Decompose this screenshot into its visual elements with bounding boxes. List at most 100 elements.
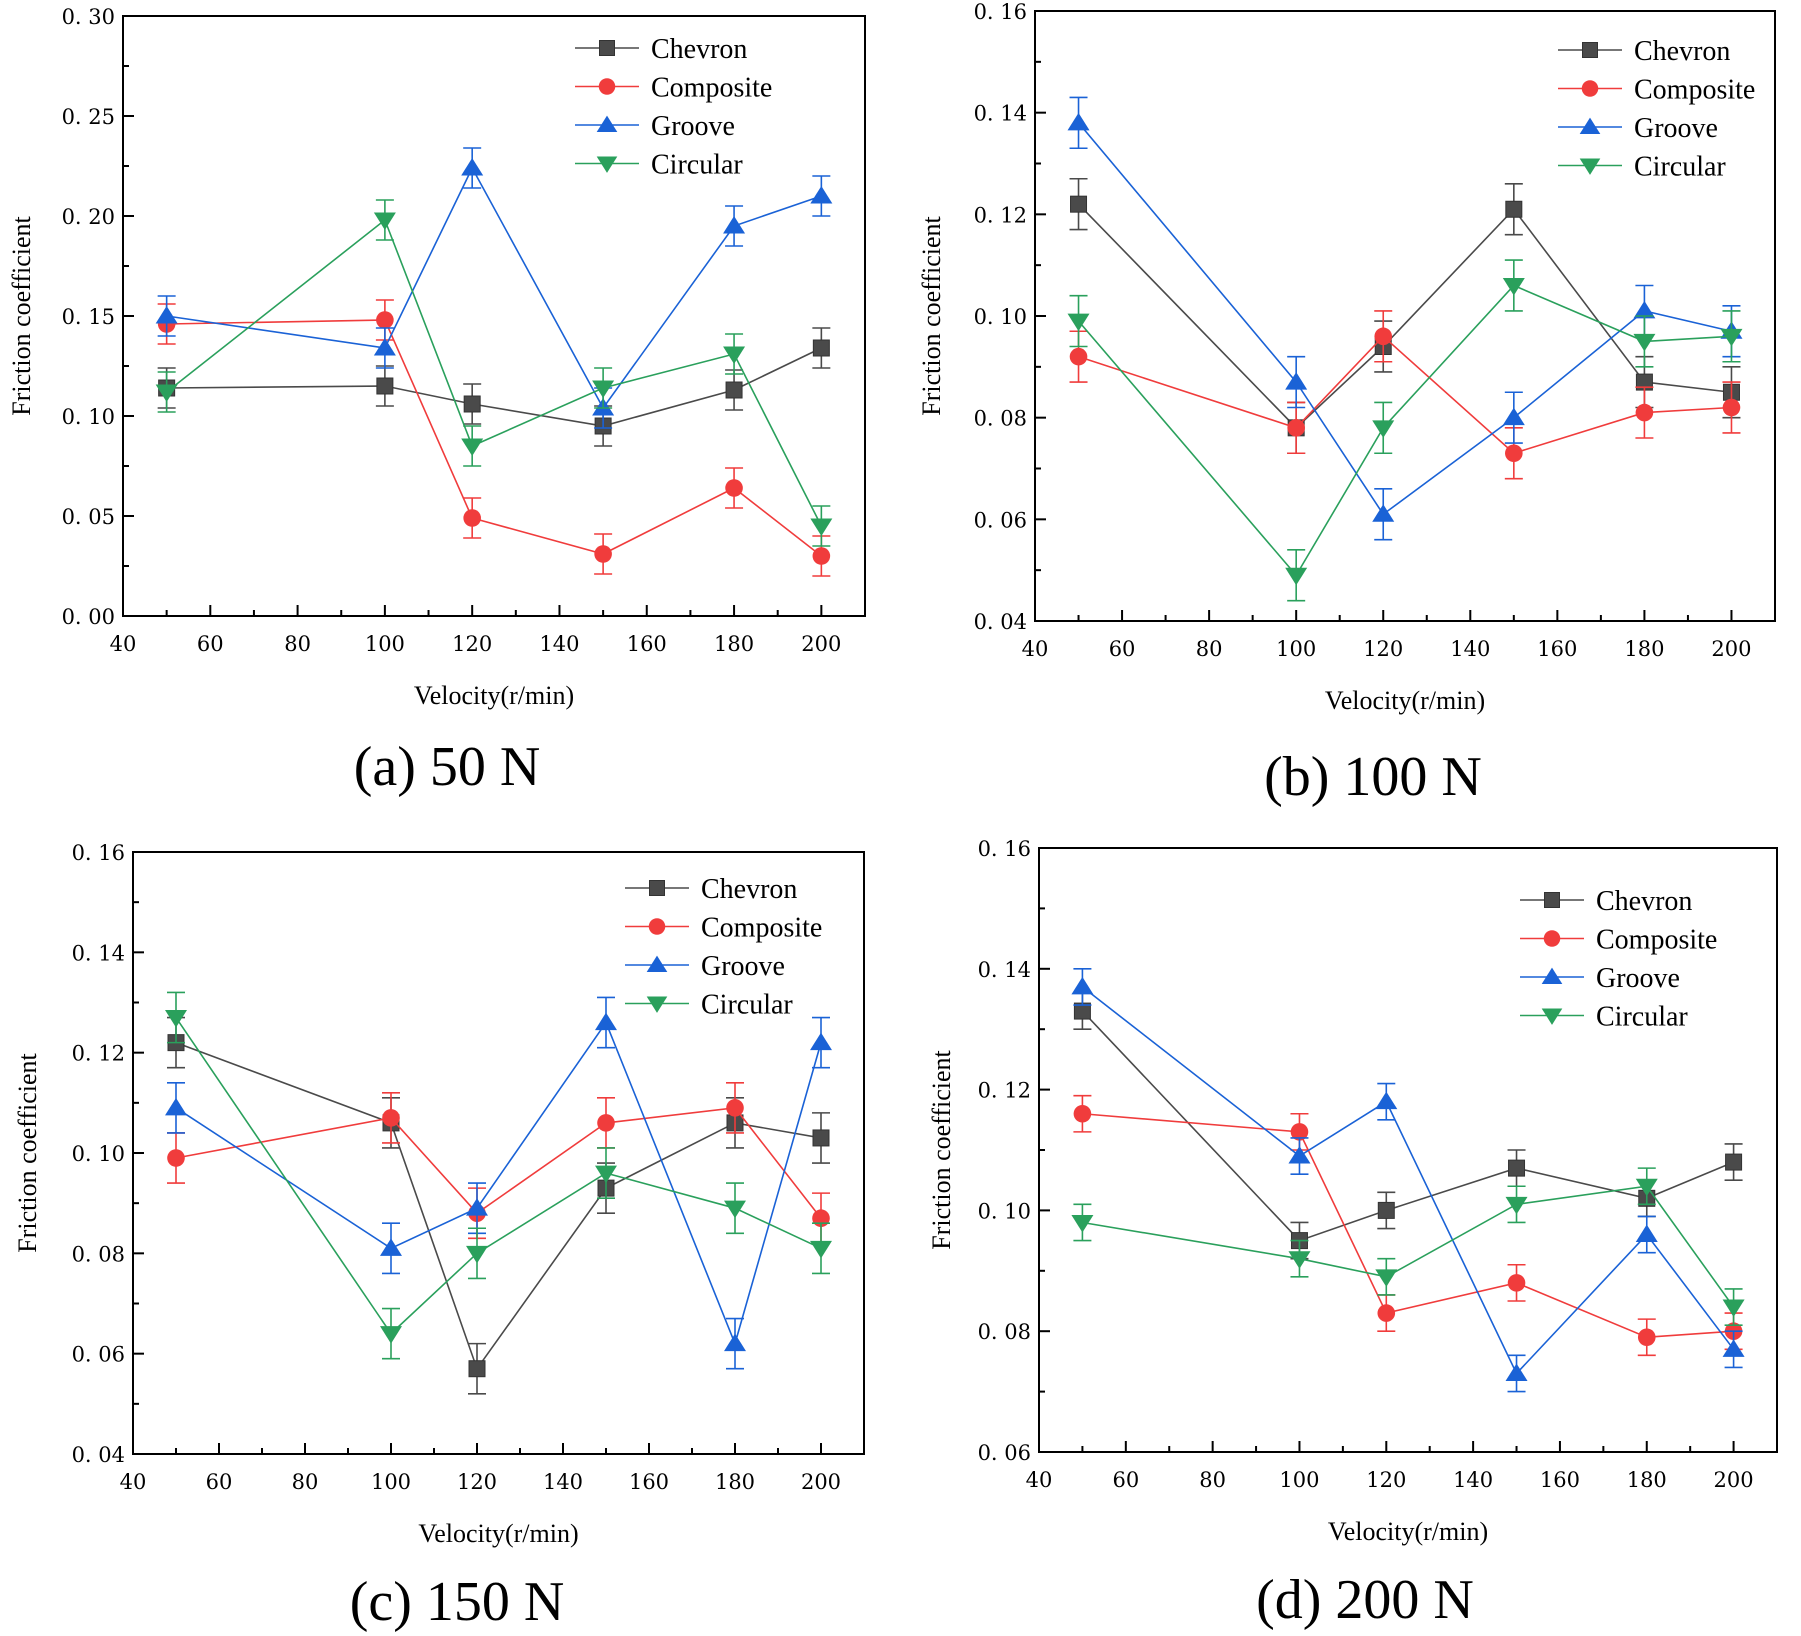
data-point: [167, 1149, 185, 1167]
data-point: [724, 1200, 746, 1219]
data-point: [810, 1032, 832, 1051]
chart-panel-c: 40 60 80 100 120 140 160 180 200 0. 04 0. 06 0. 08 0…: [13, 841, 865, 1633]
legend-label: Circular: [1596, 1002, 1688, 1033]
legend-item: Chevron: [1558, 36, 1730, 67]
chart-panel-a: 40 60 80 100 120 140 160 180 200 0. 00 0. 05 0. 10 0…: [7, 5, 866, 798]
y-tick-label: 0. 05: [62, 505, 115, 529]
legend-item: Groove: [1558, 113, 1718, 144]
data-point: [1507, 1274, 1526, 1292]
chart-panel-b: 40 60 80 100 120 140 160 180 200 0. 04 0. 06 0. 08 0…: [917, 0, 1776, 808]
y-tick-label: 0. 08: [974, 407, 1027, 431]
data-point: [461, 158, 484, 176]
series-groove: [155, 147, 833, 429]
series-line: [175, 1020, 822, 1347]
data-point: [595, 1165, 617, 1184]
legend-label: Chevron: [1634, 36, 1730, 67]
data-point: [812, 547, 831, 565]
data-point: [812, 1129, 830, 1147]
y-tick-label: 0. 06: [978, 1441, 1031, 1465]
x-tick-label: 40: [110, 632, 137, 656]
series-groove: [165, 996, 832, 1370]
data-point: [1377, 1201, 1395, 1219]
data-point: [373, 338, 396, 356]
y-tick-label: 0. 16: [978, 837, 1031, 861]
data-point: [1071, 1214, 1094, 1233]
legend-item: Chevron: [1520, 886, 1692, 917]
data-point: [461, 438, 484, 456]
y-tick-label: 0. 06: [72, 1343, 125, 1367]
y-tick-label: 0. 12: [978, 1079, 1031, 1103]
legend-marker-icon: [599, 40, 615, 56]
x-tick-label: 140: [1450, 637, 1490, 661]
y-tick-label: 0. 00: [62, 605, 115, 629]
x-tick-label: 80: [1199, 1468, 1226, 1492]
data-point: [463, 509, 481, 527]
data-point: [1505, 1363, 1528, 1381]
x-tick-label: 100: [1279, 1468, 1319, 1492]
y-tick-label: 0. 25: [62, 105, 115, 129]
y-tick-label: 0. 16: [72, 841, 125, 865]
legend-marker-icon: [596, 115, 618, 133]
y-tick-label: 0. 10: [978, 1199, 1031, 1223]
legend: Chevron Composite Groove Circular: [575, 34, 772, 181]
legend-label: Groove: [651, 111, 735, 142]
x-tick-label: 140: [1453, 1468, 1493, 1492]
series-groove: [1071, 967, 1745, 1393]
series-composite: [1073, 1094, 1743, 1357]
legend-marker-icon: [1541, 967, 1563, 985]
legend-marker-icon: [1541, 1008, 1563, 1025]
x-axis-title: Velocity(r/min): [418, 1519, 578, 1548]
panel-caption: (a) 50 N: [354, 736, 541, 798]
series-line: [1077, 203, 1732, 429]
legend-item: Composite: [1558, 75, 1755, 106]
data-point: [1633, 333, 1656, 352]
series-line: [175, 1107, 822, 1219]
y-tick-label: 0. 15: [62, 305, 115, 329]
x-tick-label: 160: [1540, 1468, 1580, 1492]
y-tick-label: 0. 10: [974, 305, 1027, 329]
data-point: [1372, 504, 1395, 522]
x-tick-label: 180: [714, 632, 754, 656]
data-point: [382, 1109, 400, 1127]
data-point: [466, 1245, 488, 1264]
data-point: [1285, 372, 1308, 390]
data-point: [165, 1097, 187, 1116]
x-tick-label: 140: [539, 632, 579, 656]
legend-item: Chevron: [625, 874, 797, 905]
legend-item: Circular: [575, 150, 743, 181]
x-tick-label: 60: [206, 1470, 233, 1494]
panel-caption: (b) 100 N: [1264, 746, 1482, 808]
data-point: [1633, 300, 1656, 319]
x-tick-label: 100: [365, 632, 405, 656]
data-point: [725, 479, 743, 497]
data-point: [1502, 278, 1525, 296]
legend-marker-icon: [1579, 117, 1601, 135]
y-tick-label: 0. 08: [72, 1242, 125, 1266]
legend-label: Circular: [701, 990, 793, 1021]
series-chevron: [157, 327, 831, 447]
series-line: [166, 319, 822, 557]
legend-item: Groove: [575, 111, 735, 142]
data-point: [1637, 1328, 1656, 1347]
data-point: [1070, 195, 1088, 213]
data-point: [1722, 1339, 1745, 1357]
y-tick-label: 0. 12: [72, 1042, 125, 1066]
data-point: [724, 1333, 746, 1352]
data-point: [594, 545, 612, 563]
data-point: [463, 395, 481, 413]
series-line: [166, 218, 823, 527]
data-point: [1374, 327, 1393, 346]
y-tick-label: 0. 14: [978, 958, 1031, 982]
legend-marker-icon: [1581, 80, 1599, 97]
legend-label: Chevron: [1596, 886, 1692, 917]
data-point: [466, 1198, 488, 1216]
data-point: [810, 1240, 832, 1259]
data-point: [1635, 1178, 1658, 1197]
series-line: [166, 166, 822, 410]
legend-label: Chevron: [701, 874, 797, 905]
x-tick-label: 180: [1627, 1468, 1667, 1492]
series-composite: [1069, 310, 1741, 480]
data-point: [1722, 1299, 1745, 1318]
series-line: [175, 1017, 822, 1335]
data-point: [1505, 1196, 1528, 1215]
